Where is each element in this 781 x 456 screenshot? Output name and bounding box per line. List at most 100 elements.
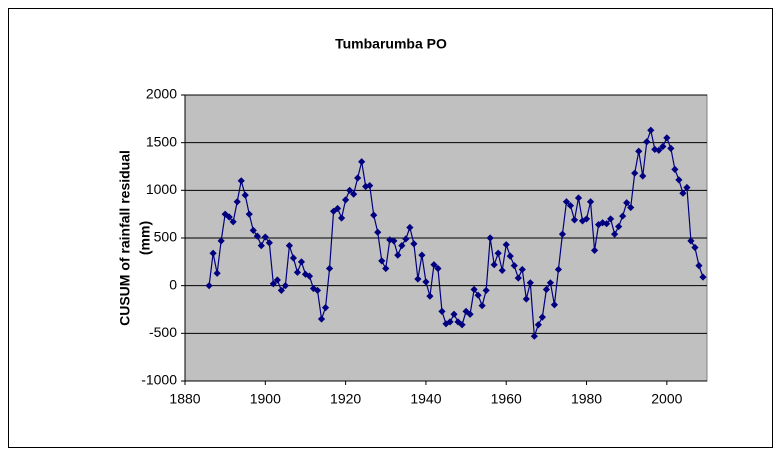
marker (695, 262, 703, 270)
marker (458, 321, 466, 329)
marker (297, 258, 306, 266)
marker (346, 186, 354, 194)
marker (687, 237, 695, 245)
marker (490, 261, 498, 269)
marker (446, 318, 454, 326)
marker (241, 191, 249, 199)
marker (217, 237, 225, 245)
marker (651, 145, 659, 153)
marker (225, 213, 233, 221)
marker (530, 332, 538, 340)
marker (691, 243, 699, 252)
marker (522, 295, 530, 303)
marker (261, 233, 269, 241)
x-tick-label: 1980 (571, 391, 602, 407)
marker (209, 249, 217, 257)
marker (269, 280, 277, 288)
marker (245, 210, 253, 218)
marker (494, 249, 502, 257)
marker (426, 292, 434, 300)
marker (667, 144, 675, 152)
marker (627, 203, 635, 212)
y-tick-label: 500 (154, 229, 178, 245)
marker (470, 285, 478, 294)
marker (249, 226, 257, 234)
marker (546, 279, 554, 287)
y-tick-label: -1000 (141, 372, 177, 388)
marker (418, 251, 426, 259)
marker (454, 318, 462, 326)
marker (647, 126, 655, 134)
marker (358, 158, 366, 166)
marker (514, 274, 522, 282)
marker (594, 221, 603, 229)
marker (643, 138, 651, 146)
marker (390, 237, 398, 245)
marker (366, 181, 374, 190)
marker (482, 286, 490, 295)
marker (570, 216, 579, 224)
marker (635, 147, 643, 155)
marker (406, 223, 414, 232)
marker (257, 242, 265, 250)
marker (394, 251, 402, 259)
marker (354, 174, 362, 182)
marker (317, 315, 326, 323)
marker (378, 257, 386, 265)
marker (675, 176, 683, 184)
marker (342, 196, 350, 204)
marker (285, 242, 293, 250)
x-tick-label: 1900 (250, 391, 281, 407)
marker (229, 218, 237, 226)
marker (450, 310, 458, 318)
marker (582, 215, 591, 223)
marker (382, 264, 390, 273)
marker (550, 301, 559, 309)
marker (566, 201, 575, 210)
marker (619, 212, 627, 220)
marker (281, 282, 289, 290)
marker (325, 264, 334, 273)
marker (655, 146, 663, 154)
marker (422, 278, 430, 286)
marker (623, 199, 631, 207)
marker (506, 252, 514, 260)
marker (277, 286, 285, 295)
x-tick-label: 1940 (410, 391, 441, 407)
marker (333, 204, 342, 213)
marker (631, 169, 639, 177)
y-axis-label: CUSUM of rainfall residual (117, 150, 133, 326)
marker (538, 313, 546, 321)
marker (350, 190, 358, 198)
marker (434, 264, 442, 273)
marker (663, 134, 671, 142)
marker (502, 241, 510, 249)
x-tick-label: 1920 (330, 391, 361, 407)
series-line (208, 128, 704, 337)
marker (699, 273, 707, 281)
marker (611, 230, 619, 238)
x-tick-label: 2000 (651, 391, 682, 407)
chart-title: Tumbarumba PO (335, 36, 447, 52)
marker (558, 230, 567, 238)
marker (293, 268, 302, 276)
marker (615, 222, 623, 231)
y-axis-label: (mm) (137, 221, 153, 255)
marker (498, 266, 506, 275)
marker (466, 310, 474, 318)
marker (402, 235, 410, 243)
marker (338, 214, 346, 222)
marker (534, 321, 542, 329)
y-tick-label: 1500 (146, 133, 177, 149)
marker (289, 254, 298, 262)
y-tick-label: 0 (169, 276, 177, 292)
marker (590, 246, 599, 254)
marker (607, 215, 615, 223)
marker (510, 262, 518, 270)
marker (237, 177, 245, 185)
marker (574, 194, 583, 202)
marker (438, 307, 446, 316)
marker (554, 265, 563, 274)
y-tick-label: 2000 (146, 86, 177, 102)
